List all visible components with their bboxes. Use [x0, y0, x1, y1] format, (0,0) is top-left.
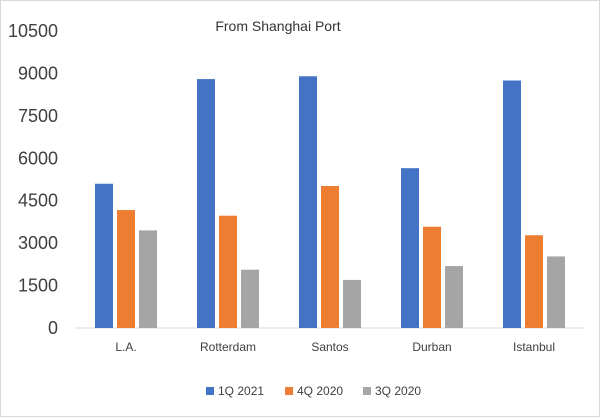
y-tick-label: 7500	[18, 106, 58, 126]
bar-series	[95, 76, 565, 328]
y-tick-label: 4500	[18, 191, 58, 211]
legend-label: 1Q 2021	[218, 384, 264, 398]
bar-3q-2020	[547, 256, 565, 328]
bar-1q-2021	[197, 79, 215, 328]
bar-3q-2020	[241, 269, 259, 328]
x-axis-categories: L.A. Rotterdam Santos Durban Istanbul	[115, 340, 555, 354]
bar-1q-2021	[401, 168, 419, 328]
chart-title: From Shanghai Port	[215, 18, 340, 34]
x-category-label: Istanbul	[513, 340, 555, 354]
bar-4q-2020	[525, 235, 543, 328]
y-tick-label: 9000	[18, 63, 58, 83]
bar-1q-2021	[299, 76, 317, 328]
y-axis-ticks: 0 1500 3000 4500 6000 7500 9000 10500	[8, 21, 58, 338]
x-category-label: Rotterdam	[200, 340, 256, 354]
y-tick-label: 0	[48, 318, 58, 338]
legend-label: 4Q 2020	[297, 384, 343, 398]
bar-1q-2021	[95, 183, 113, 328]
bar-3q-2020	[343, 279, 361, 328]
legend: 1Q 2021 4Q 2020 3Q 2020	[206, 384, 421, 398]
legend-label: 3Q 2020	[375, 384, 421, 398]
bar-4q-2020	[219, 215, 237, 328]
y-tick-label: 10500	[8, 21, 58, 41]
x-category-label: Santos	[311, 340, 348, 354]
legend-swatch	[206, 387, 214, 395]
bar-4q-2020	[117, 210, 135, 328]
y-tick-label: 3000	[18, 233, 58, 253]
x-category-label: L.A.	[115, 340, 136, 354]
x-category-label: Durban	[412, 340, 451, 354]
y-tick-label: 6000	[18, 148, 58, 168]
bar-4q-2020	[423, 226, 441, 328]
bar-3q-2020	[445, 266, 463, 328]
legend-swatch	[363, 387, 371, 395]
y-tick-label: 1500	[18, 276, 58, 296]
legend-swatch	[285, 387, 293, 395]
bar-1q-2021	[503, 80, 521, 328]
bar-4q-2020	[321, 186, 339, 328]
bar-3q-2020	[139, 230, 157, 328]
